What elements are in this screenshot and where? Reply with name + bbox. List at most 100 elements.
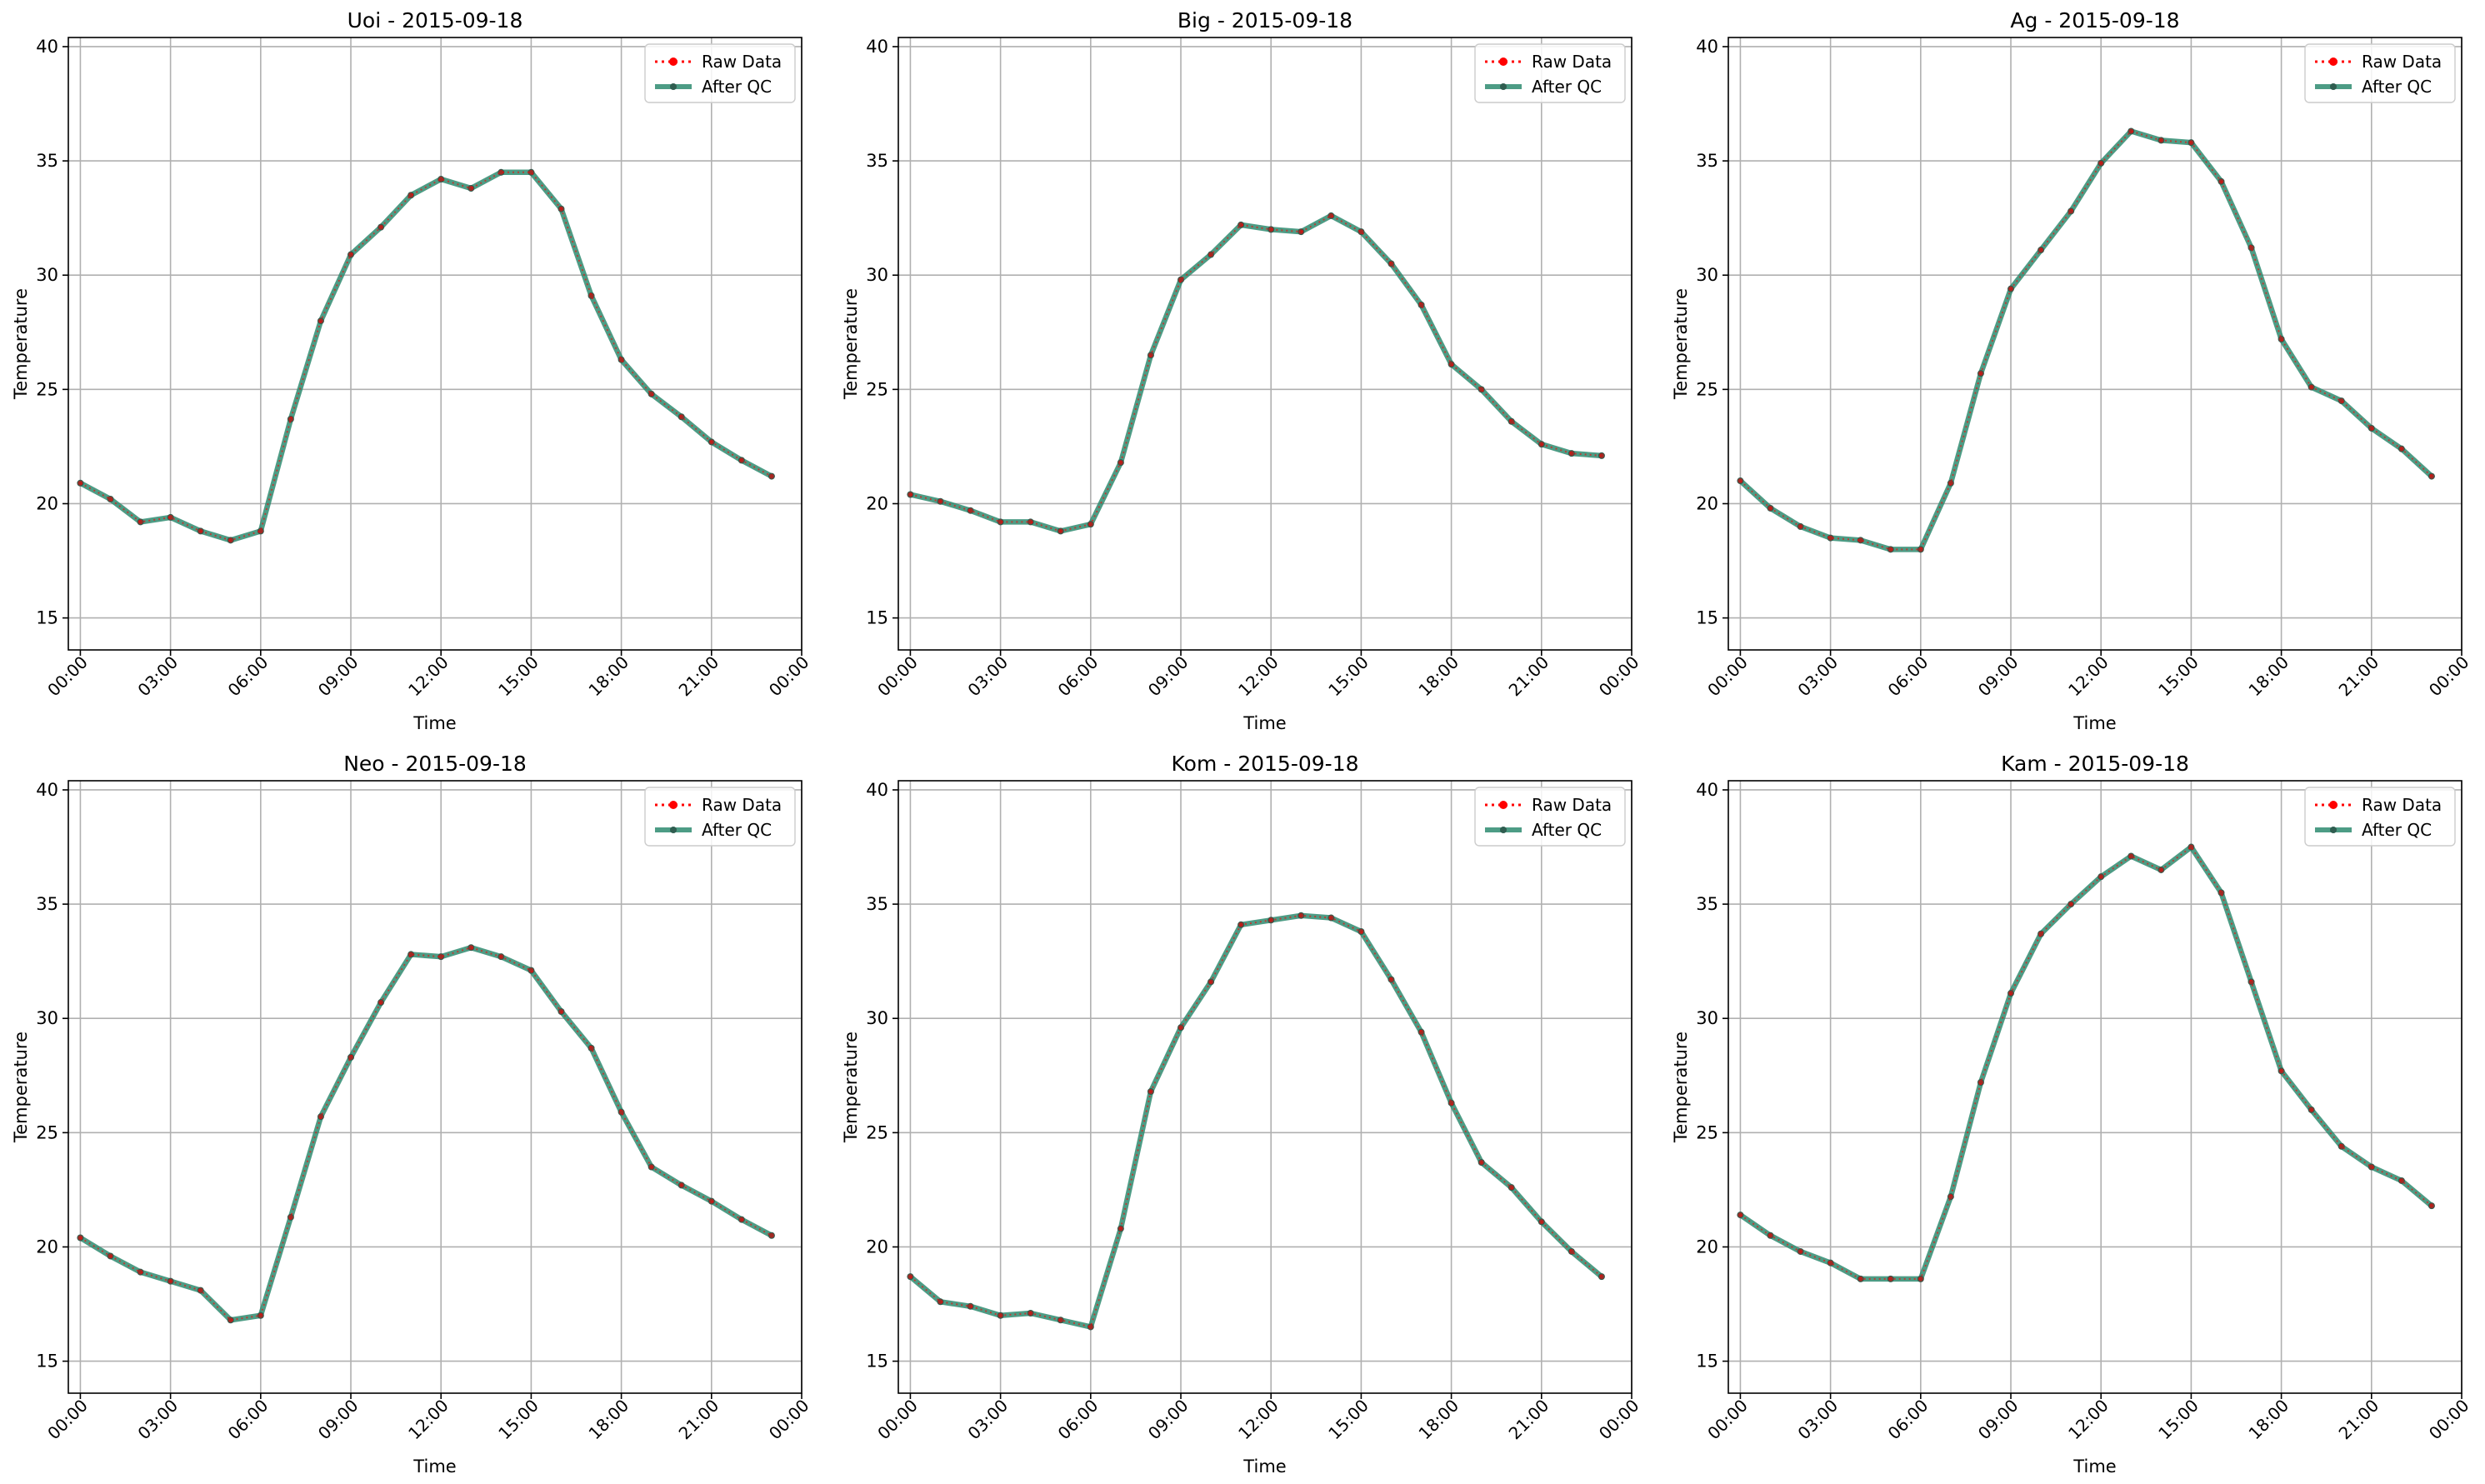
raw-data-point xyxy=(2338,398,2344,404)
raw-data-point xyxy=(528,169,534,175)
raw-data-point xyxy=(2128,128,2134,134)
raw-data-point xyxy=(678,414,684,420)
raw-data-point xyxy=(2218,178,2224,184)
x-tick-label: 18:00 xyxy=(584,1396,632,1444)
y-tick-label: 30 xyxy=(36,265,58,285)
raw-data-point xyxy=(558,1008,564,1014)
raw-data-point xyxy=(288,1214,293,1220)
raw-data-point xyxy=(938,1299,943,1305)
y-tick-label: 25 xyxy=(1696,379,1718,399)
raw-data-point xyxy=(1328,915,1334,921)
chart-title: Big - 2015-09-18 xyxy=(1178,8,1352,32)
raw-data-point xyxy=(108,1253,113,1259)
grid xyxy=(1728,781,2462,1393)
axes-frame xyxy=(1728,37,2462,651)
subplot-3: 00:00 03:00 06:00 09:00 12:00 15:00 18:00 21:00… xyxy=(1671,8,2473,733)
x-tick-label: 00:00 xyxy=(1703,1396,1752,1444)
y-tick-label: 25 xyxy=(36,379,58,399)
x-tick-label: 18:00 xyxy=(2244,1396,2292,1444)
raw-data-line xyxy=(909,914,1602,1328)
raw-data-point xyxy=(318,1114,323,1120)
raw-data-point xyxy=(138,1269,143,1275)
series-raw-data xyxy=(78,945,774,1323)
y-tick-label: 30 xyxy=(866,1008,888,1028)
chart-title: Kom - 2015-09-18 xyxy=(1172,752,1359,776)
x-axis-label: Time xyxy=(412,1457,456,1477)
raw-data-point xyxy=(2278,1068,2284,1074)
raw-data-point xyxy=(228,537,233,543)
raw-data-point xyxy=(1828,1260,1833,1266)
y-tick-label: 25 xyxy=(866,1122,888,1142)
raw-data-point xyxy=(1568,451,1574,457)
raw-data-point xyxy=(78,1235,83,1241)
raw-data-point xyxy=(2068,208,2074,214)
x-tick-label: 12:00 xyxy=(1234,1396,1282,1444)
raw-data-point xyxy=(648,391,654,397)
x-tick-label: 15:00 xyxy=(2154,1396,2202,1444)
x-tick-label: 06:00 xyxy=(224,1396,272,1444)
plot-area xyxy=(898,781,1632,1393)
y-tick-label: 35 xyxy=(36,894,58,914)
plot-area xyxy=(1728,37,2462,650)
raw-data-line xyxy=(1739,846,2432,1280)
raw-data-point xyxy=(2098,874,2104,880)
x-tick-label: 09:00 xyxy=(1144,652,1192,701)
raw-data-point xyxy=(1178,277,1184,282)
axes-frame xyxy=(68,37,802,651)
legend-qc-label: After QC xyxy=(1532,77,1602,97)
raw-data-point xyxy=(138,519,143,525)
raw-data-point xyxy=(1738,478,1743,484)
raw-data-point xyxy=(198,528,203,534)
x-tick-label: 12:00 xyxy=(404,652,452,701)
x-tick-label: 00:00 xyxy=(765,1396,813,1444)
raw-data-point xyxy=(468,186,474,192)
raw-data-point xyxy=(1798,523,1803,529)
raw-data-point xyxy=(2428,473,2434,479)
y-tick-label: 40 xyxy=(36,780,58,800)
raw-data-point xyxy=(1388,977,1394,982)
y-tick-label: 30 xyxy=(866,265,888,285)
x-tick-label: 03:00 xyxy=(1793,652,1842,701)
raw-data-point xyxy=(2188,140,2194,146)
raw-data-point xyxy=(1598,452,1604,458)
x-tick-label: 00:00 xyxy=(1595,1396,1643,1444)
y-tick-label: 20 xyxy=(36,493,58,513)
x-tick-label: 21:00 xyxy=(675,652,723,701)
raw-data-point xyxy=(2128,853,2134,859)
x-tick-label: 03:00 xyxy=(963,652,1012,701)
raw-data-point xyxy=(708,439,714,445)
raw-data-point xyxy=(2218,890,2224,896)
legend-raw-label: Raw Data xyxy=(702,795,782,815)
raw-data-point xyxy=(1088,522,1093,527)
x-tick-label: 00:00 xyxy=(1595,652,1643,701)
x-tick-label: 18:00 xyxy=(1414,652,1462,701)
raw-data-point xyxy=(1148,352,1153,358)
x-tick-label: 06:00 xyxy=(1054,652,1102,701)
raw-data-point xyxy=(1478,387,1484,392)
raw-data-point xyxy=(1178,1025,1184,1031)
x-tick-label: 03:00 xyxy=(133,1396,182,1444)
raw-data-line xyxy=(79,171,772,542)
chart-title: Ag - 2015-09-18 xyxy=(2010,8,2179,32)
grid xyxy=(68,37,802,650)
raw-data-point xyxy=(1448,1100,1454,1106)
x-tick-label: 09:00 xyxy=(314,652,362,701)
legend-qc-marker xyxy=(670,827,677,833)
raw-data-point xyxy=(2248,979,2254,985)
legend-qc-marker xyxy=(2330,83,2337,90)
x-tick-label: 12:00 xyxy=(1234,652,1282,701)
raw-data-point xyxy=(768,473,774,479)
raw-data-point xyxy=(498,169,504,175)
legend-raw-label: Raw Data xyxy=(702,52,782,72)
raw-data-point xyxy=(1208,979,1214,985)
raw-data-point xyxy=(678,1182,684,1188)
raw-data-point xyxy=(708,1198,714,1204)
x-tick-label: 09:00 xyxy=(1144,1396,1192,1444)
legend-qc-marker xyxy=(1500,83,1507,90)
x-tick-label: 12:00 xyxy=(404,1396,452,1444)
raw-data-point xyxy=(738,457,744,463)
raw-data-point xyxy=(408,952,414,957)
plot-area xyxy=(1728,781,2462,1393)
grid xyxy=(898,37,1632,650)
y-axis-label: Temperature xyxy=(11,1032,31,1143)
